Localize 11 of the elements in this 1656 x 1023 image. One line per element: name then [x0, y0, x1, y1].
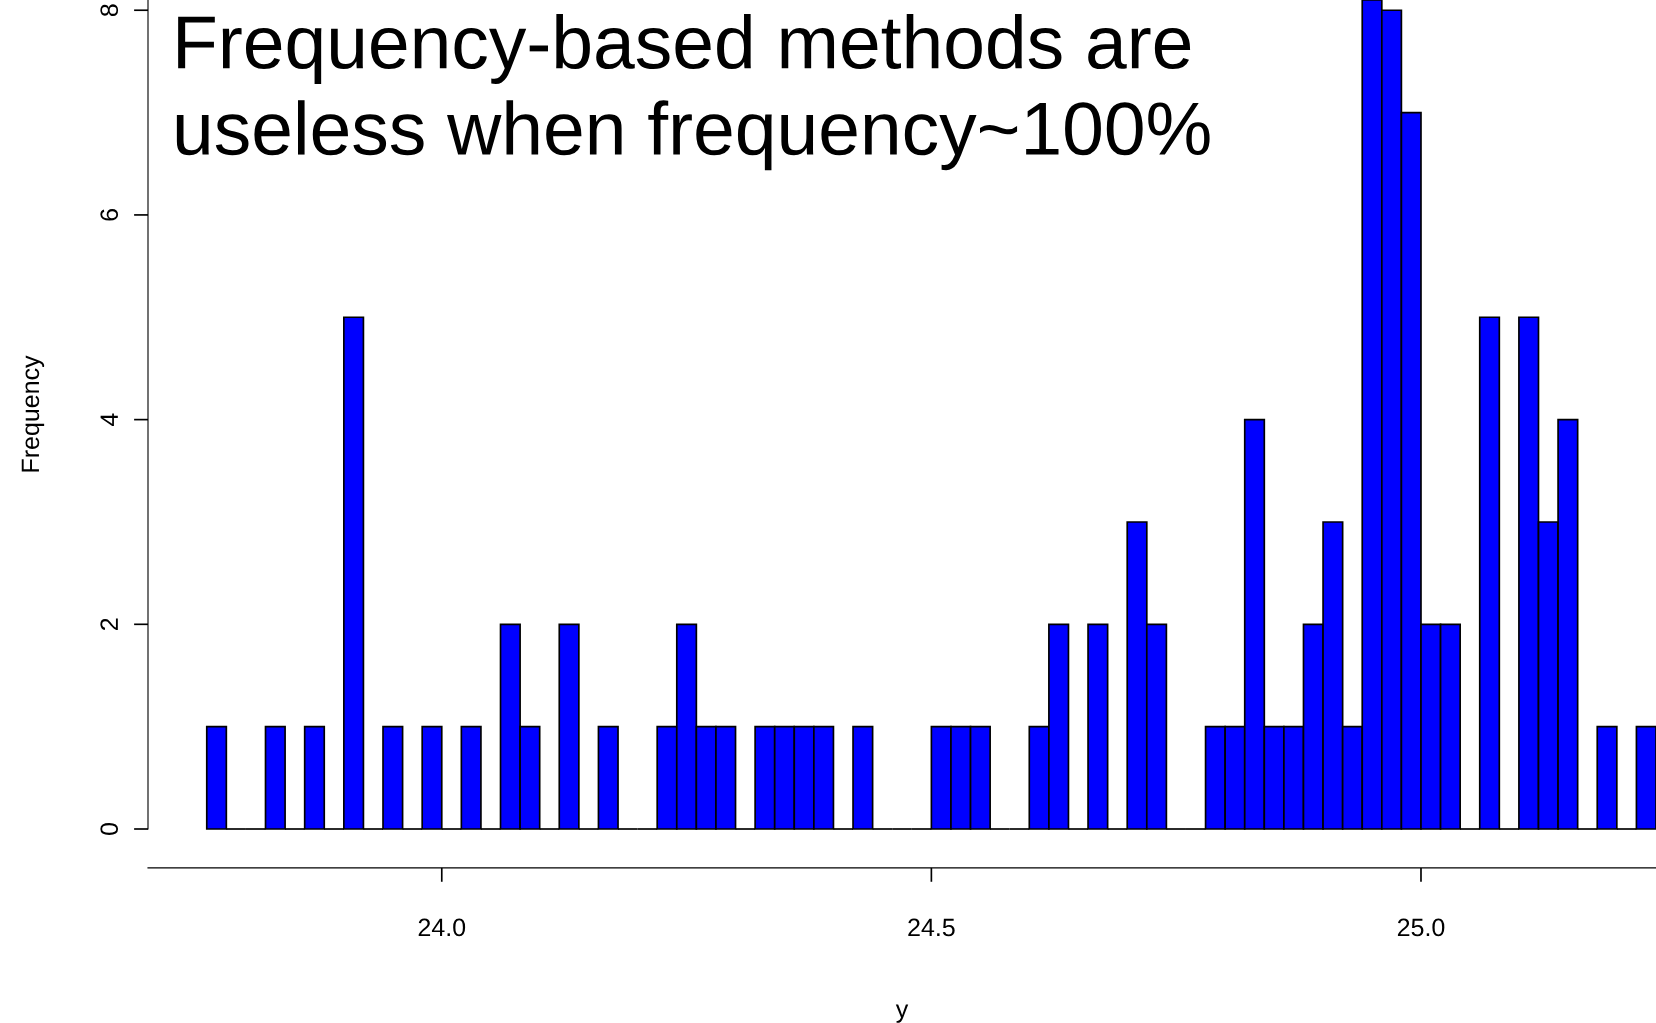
- x-axis-title: y: [895, 1004, 909, 1023]
- y-tick-label: 4: [100, 413, 118, 426]
- y-tick-label: 8: [100, 4, 119, 17]
- y-tick-label: 0: [100, 823, 119, 835]
- y-tick-label: 2: [100, 618, 118, 630]
- x-tick-label: 24.5: [908, 918, 955, 937]
- x-tick-label: 24.0: [418, 918, 466, 937]
- x-tick-label: 25.0: [1397, 918, 1445, 937]
- y-tick-label: 6: [100, 209, 119, 221]
- annotation: Frequency-based methods are useless when frequency~100%: [176, 14, 1210, 171]
- y-axis-title: Frequency: [21, 355, 45, 472]
